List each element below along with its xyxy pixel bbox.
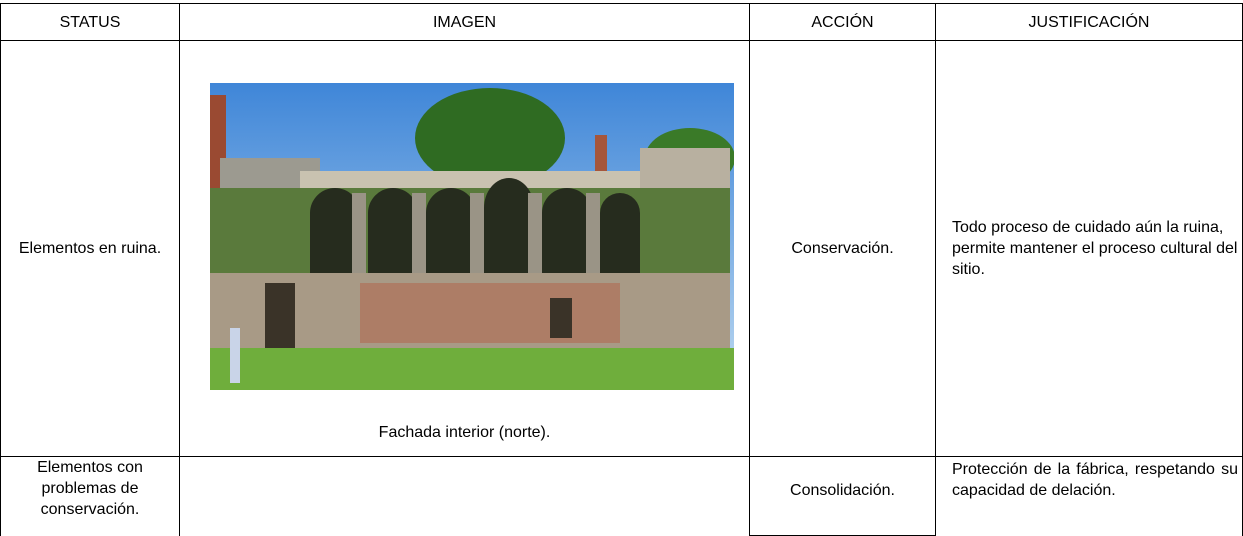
- image-cell: [179, 456, 750, 536]
- justification-cell: Todo proceso de cuidado aún la ruina, pe…: [935, 40, 1243, 457]
- status-cell: Elementos con problemas de conservación.: [0, 456, 180, 536]
- header-cell: ACCIÓN: [749, 3, 936, 41]
- action-cell: Conservación.: [749, 40, 936, 457]
- header-cell: JUSTIFICACIÓN: [935, 3, 1243, 41]
- header-cell: STATUS: [0, 3, 180, 41]
- status-cell: Elementos en ruina.: [0, 40, 180, 457]
- action-cell: Consolidación.: [749, 456, 936, 536]
- image-caption: Fachada interior (norte).: [378, 424, 551, 441]
- justification-cell: Protección de la fábrica, respetando su …: [935, 456, 1243, 536]
- header-cell: IMAGEN: [179, 3, 750, 41]
- photo: [210, 83, 734, 390]
